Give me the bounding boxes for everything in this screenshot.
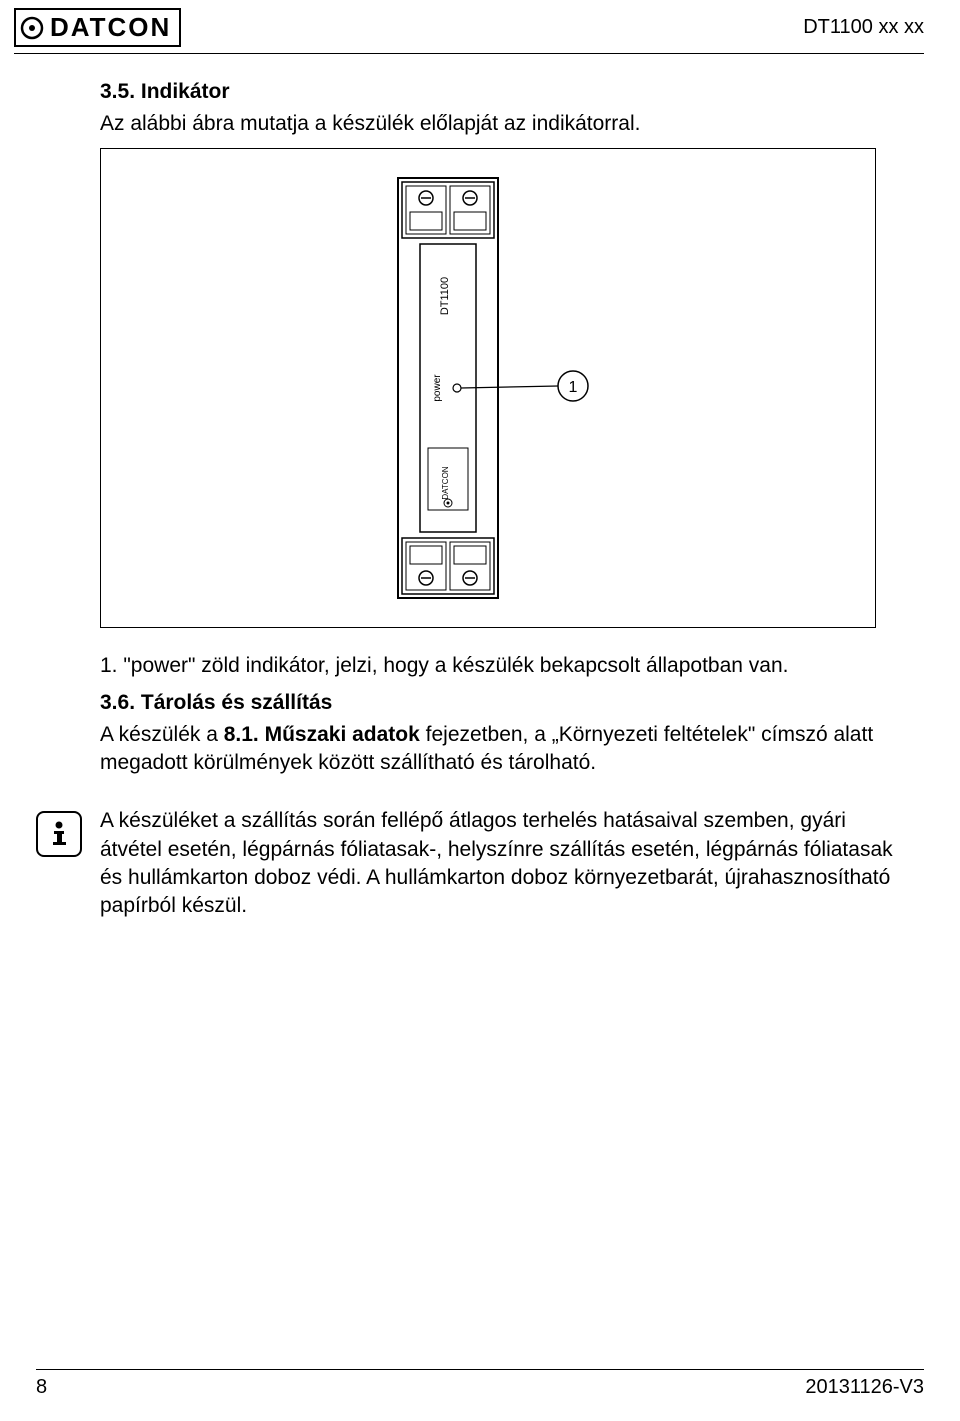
callout-number: 1 [569, 379, 578, 396]
info-row: A készüléket a szállítás során fellépő á… [36, 807, 900, 930]
device-diagram: DT1100 power DATCON 1 [100, 148, 876, 628]
section-3-6-para1: A készülék a 8.1. Műszaki adatok fejezet… [100, 721, 900, 778]
para1-pre: A készülék a [100, 723, 224, 746]
model-number: DT1100 xx xx [803, 16, 924, 39]
page-content: 3.5. Indikátor Az alábbi ábra mutatja a … [0, 54, 960, 931]
diagram-power-label: power [432, 374, 443, 402]
caption-1: 1. "power" zöld indikátor, jelzi, hogy a… [100, 652, 900, 680]
para1-bold: 8.1. Műszaki adatok [224, 723, 420, 746]
power-led-icon [453, 384, 461, 392]
footer-rule [36, 1369, 924, 1370]
info-icon [36, 811, 82, 857]
logo-icon [20, 16, 44, 40]
section-3-6-title: 3.6. Tárolás és szállítás [100, 691, 900, 715]
section-3-6-para2: A készüléket a szállítás során fellépő á… [100, 807, 900, 920]
diagram-brand-label: DATCON [441, 467, 450, 500]
page-header: DATCON DT1100 xx xx [0, 0, 960, 51]
section-3-5-title: 3.5. Indikátor [100, 80, 900, 104]
device-svg: DT1100 power DATCON 1 [228, 168, 748, 608]
logo-text: DATCON [50, 12, 171, 43]
page-number: 8 [36, 1376, 47, 1399]
page-footer: 8 20131126-V3 [36, 1369, 924, 1399]
section-3-5-intro: Az alábbi ábra mutatja a készülék előlap… [100, 110, 900, 138]
logo-box: DATCON [14, 8, 181, 47]
diagram-model-label: DT1100 [439, 277, 451, 315]
version-number: 20131126-V3 [805, 1376, 924, 1399]
